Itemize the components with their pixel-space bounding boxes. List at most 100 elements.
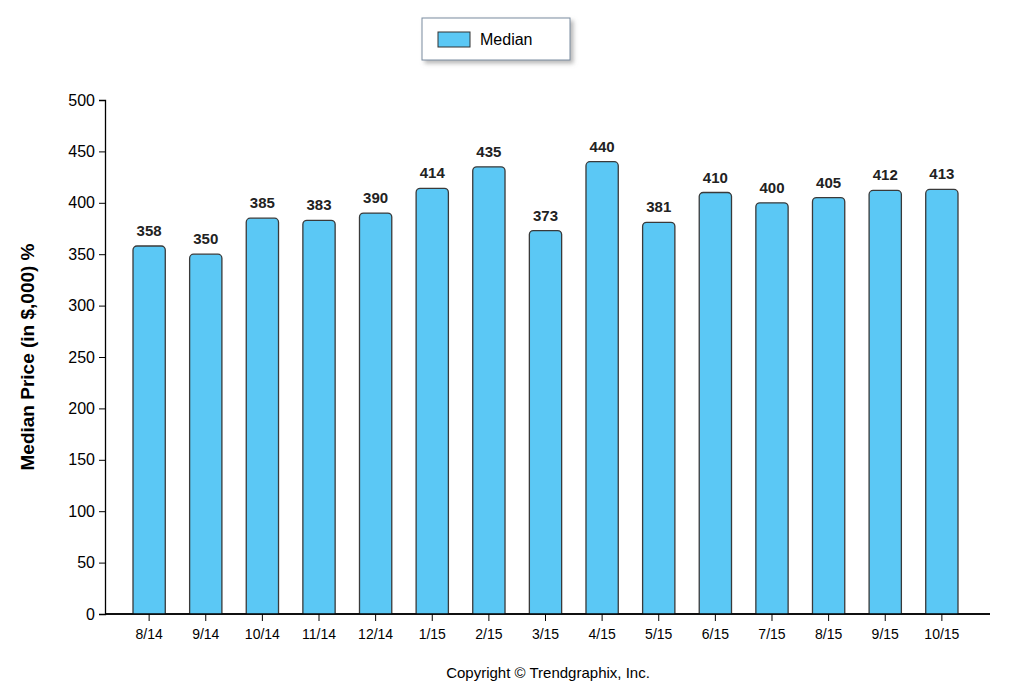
legend: Median bbox=[422, 18, 570, 60]
x-tick-mark bbox=[715, 614, 716, 621]
data-label: 385 bbox=[250, 194, 275, 211]
chart: 0 50 100 150 200 250 300 350 400 450 500 8/14 9/14 10… bbox=[0, 0, 1024, 697]
y-tick-mark bbox=[99, 357, 105, 358]
x-tick-label: 6/15 bbox=[702, 626, 729, 642]
y-tick-label: 400 bbox=[68, 194, 95, 211]
x-tick-label: 11/14 bbox=[302, 626, 336, 642]
x-tick-mark bbox=[262, 614, 263, 621]
y-tick: 400 bbox=[68, 194, 105, 211]
y-tick: 200 bbox=[68, 400, 105, 417]
y-axis-line bbox=[99, 101, 106, 615]
bar bbox=[246, 218, 278, 614]
legend-box bbox=[422, 18, 570, 60]
x-axis-line bbox=[105, 613, 990, 614]
x-tick: 12/14 bbox=[358, 614, 393, 642]
y-tick-mark bbox=[99, 614, 105, 615]
data-label: 381 bbox=[646, 198, 671, 215]
x-tick-label: 10/15 bbox=[924, 626, 959, 642]
y-tick: 300 bbox=[68, 297, 105, 314]
data-label: 435 bbox=[476, 143, 501, 160]
x-tick-label: 8/14 bbox=[136, 626, 163, 642]
bar bbox=[699, 193, 731, 614]
y-tick-label: 150 bbox=[68, 451, 95, 468]
bar bbox=[756, 203, 788, 614]
x-tick-label: 9/15 bbox=[872, 626, 899, 642]
y-tick: 50 bbox=[77, 554, 105, 571]
x-tick-label: 7/15 bbox=[758, 626, 785, 642]
x-tick: 8/15 bbox=[815, 614, 842, 642]
data-label: 413 bbox=[929, 165, 954, 182]
y-tick: 150 bbox=[68, 451, 105, 468]
y-tick: 250 bbox=[68, 349, 105, 366]
y-tick: 350 bbox=[68, 246, 105, 263]
legend-label: Median bbox=[480, 31, 532, 48]
bar bbox=[586, 162, 618, 614]
x-tick-mark bbox=[319, 614, 320, 621]
x-tick-label: 2/15 bbox=[475, 626, 502, 642]
data-labels: 3583503853833904144353734403814104004054… bbox=[137, 138, 955, 248]
bar bbox=[529, 231, 561, 614]
y-tick-label: 350 bbox=[68, 246, 95, 263]
bar bbox=[926, 189, 958, 614]
data-label: 383 bbox=[306, 196, 331, 213]
y-axis: 0 50 100 150 200 250 300 350 400 450 500 bbox=[68, 92, 105, 623]
y-tick-mark bbox=[99, 460, 105, 461]
data-label: 412 bbox=[873, 166, 898, 183]
y-tick: 0 bbox=[86, 606, 105, 623]
data-label: 414 bbox=[420, 164, 446, 181]
y-tick-mark bbox=[99, 151, 105, 152]
x-tick-mark bbox=[205, 614, 206, 621]
x-tick: 10/15 bbox=[924, 614, 959, 642]
x-tick-mark bbox=[941, 614, 942, 621]
x-tick-mark bbox=[432, 614, 433, 621]
bar bbox=[473, 167, 505, 614]
x-tick: 1/15 bbox=[419, 614, 446, 642]
annotation: Copyright © Trendgraphix, Inc. bbox=[446, 664, 650, 681]
x-tick-mark bbox=[771, 614, 772, 621]
x-tick-label: 10/14 bbox=[245, 626, 280, 642]
bars bbox=[133, 162, 958, 614]
y-tick-label: 300 bbox=[68, 297, 95, 314]
x-tick: 4/15 bbox=[588, 614, 615, 642]
x-tick-mark bbox=[885, 614, 886, 621]
x-tick-mark bbox=[488, 614, 489, 621]
bar bbox=[133, 246, 165, 614]
bar bbox=[190, 254, 222, 614]
y-tick-label: 250 bbox=[68, 349, 95, 366]
y-tick-mark bbox=[99, 511, 105, 512]
x-axis: 8/14 9/14 10/14 11/14 12/14 1/15 2/15 3/15 4/15 5… bbox=[105, 614, 990, 642]
x-tick-mark bbox=[828, 614, 829, 621]
bar bbox=[643, 222, 675, 614]
x-tick: 9/15 bbox=[872, 614, 899, 642]
data-label: 390 bbox=[363, 189, 388, 206]
data-label: 410 bbox=[703, 169, 728, 186]
bar bbox=[303, 220, 335, 614]
x-tick-label: 9/14 bbox=[192, 626, 219, 642]
y-tick-label: 500 bbox=[68, 92, 95, 109]
x-tick: 5/15 bbox=[645, 614, 672, 642]
y-tick-label: 0 bbox=[86, 606, 95, 623]
x-tick: 9/14 bbox=[192, 614, 219, 642]
x-tick: 6/15 bbox=[702, 614, 729, 642]
data-label: 405 bbox=[816, 174, 841, 191]
data-label: 440 bbox=[590, 138, 615, 155]
legend-swatch bbox=[438, 32, 470, 47]
bar bbox=[359, 213, 391, 614]
x-tick: 2/15 bbox=[475, 614, 502, 642]
x-tick-mark bbox=[375, 614, 376, 621]
y-tick-label: 200 bbox=[68, 400, 95, 417]
x-tick: 11/14 bbox=[302, 614, 336, 642]
x-tick-mark bbox=[149, 614, 150, 621]
x-tick-label: 1/15 bbox=[419, 626, 446, 642]
y-tick-mark bbox=[99, 408, 105, 409]
x-tick-label: 3/15 bbox=[532, 626, 559, 642]
bar bbox=[416, 188, 448, 614]
data-label: 373 bbox=[533, 207, 558, 224]
x-tick-mark bbox=[545, 614, 546, 621]
y-tick-label: 450 bbox=[68, 143, 95, 160]
y-tick-label: 100 bbox=[68, 503, 95, 520]
data-label: 400 bbox=[759, 179, 784, 196]
x-tick-label: 12/14 bbox=[358, 626, 393, 642]
y-tick: 500 bbox=[68, 92, 105, 109]
x-tick-label: 4/15 bbox=[588, 626, 615, 642]
